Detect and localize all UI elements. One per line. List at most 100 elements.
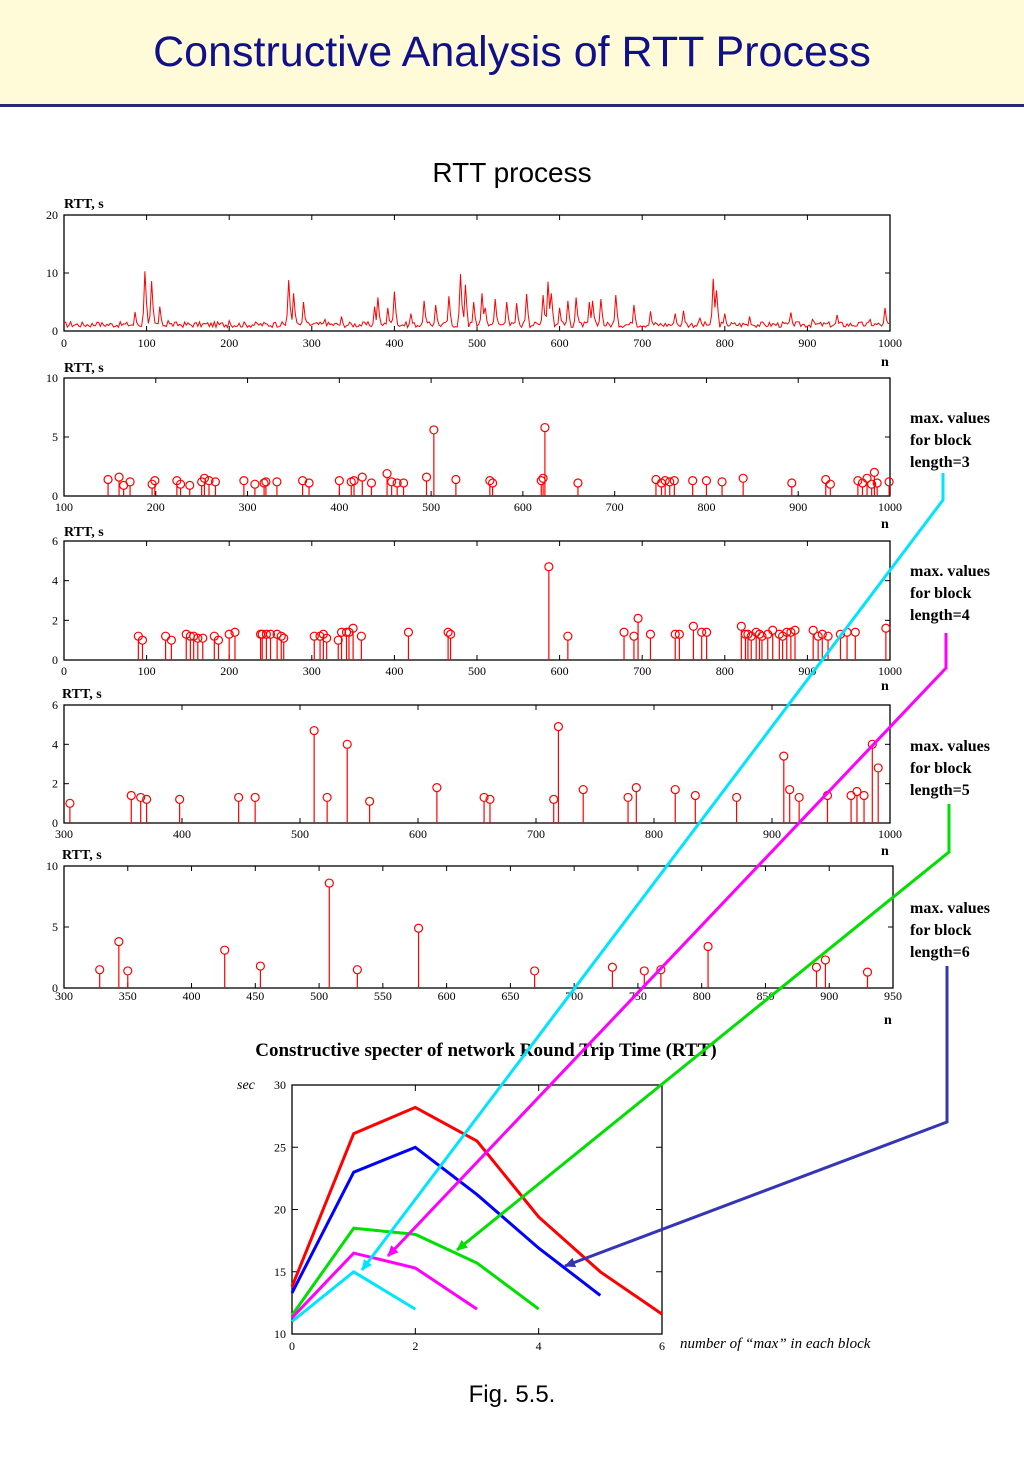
y-axis-label: RTT, s	[62, 687, 102, 702]
max-value-marker	[210, 477, 221, 487]
max-value-marker	[261, 629, 271, 639]
max-value-marker	[250, 792, 260, 803]
max-value-marker	[867, 479, 877, 489]
max-value-marker	[873, 763, 883, 773]
max-value-marker	[701, 476, 712, 486]
plot-frame	[63, 540, 891, 661]
max-value-marker	[204, 476, 214, 486]
max-value-marker	[255, 961, 266, 971]
x-tick-label: 300	[55, 989, 73, 1003]
max-value-marker	[862, 473, 872, 483]
x-tick-label: 700	[606, 500, 624, 514]
x-tick-label: 800	[645, 827, 663, 841]
max-value-marker	[846, 790, 856, 801]
annotation-line: for block	[910, 432, 972, 449]
y-axis-label: RTT, s	[64, 197, 104, 212]
x-tick-label: 300	[303, 336, 321, 350]
max-value-marker	[623, 792, 633, 803]
max-value-marker	[443, 627, 453, 637]
max-value-marker	[820, 955, 831, 965]
max-value-marker	[656, 965, 666, 975]
arrow-length-3	[360, 473, 945, 1271]
max-value-marker	[403, 627, 414, 637]
max-value-marker	[485, 794, 495, 805]
max-value-marker	[731, 792, 742, 803]
x-tick-label: 400	[183, 989, 201, 1003]
max-value-marker	[445, 629, 456, 639]
plot-frame	[63, 377, 891, 497]
x-tick-label: 100	[138, 336, 156, 350]
y-tick-label: 10	[274, 1327, 286, 1341]
max-value-marker	[544, 562, 554, 572]
max-value-marker	[808, 625, 818, 635]
plot-frame	[63, 704, 891, 824]
max-value-marker	[298, 476, 308, 486]
max-value-marker	[817, 629, 827, 639]
max-value-marker	[150, 476, 160, 486]
max-value-marker	[114, 472, 124, 482]
max-value-marker	[451, 474, 461, 485]
annotation-line: max. values	[910, 563, 990, 580]
x-tick-label: 900	[820, 989, 838, 1003]
max-value-marker	[549, 794, 559, 805]
max-value-marker	[349, 476, 359, 486]
specter-series-line-3	[290, 1226, 540, 1317]
max-value-marker	[334, 476, 344, 486]
max-value-marker	[862, 967, 873, 977]
max-value-marker	[825, 479, 835, 489]
slide-header: Constructive Analysis of RTT Process	[0, 0, 1024, 107]
max-value-marker	[717, 477, 727, 487]
x-tick-label: 950	[884, 989, 902, 1003]
max-value-marker	[785, 784, 795, 795]
y-tick-label: 25	[274, 1140, 286, 1154]
max-value-marker	[199, 473, 210, 483]
max-value-marker	[365, 796, 375, 806]
specter-series-line-1	[290, 1105, 663, 1316]
max-value-marker	[674, 629, 684, 639]
max-value-marker	[538, 473, 548, 483]
max-value-marker	[536, 476, 546, 486]
max-value-marker	[342, 739, 352, 749]
x-tick-label: 200	[220, 336, 238, 350]
x-tick-label: 500	[468, 664, 486, 678]
max-value-marker	[429, 425, 439, 435]
max-value-marker	[488, 478, 498, 488]
max-value-marker	[787, 478, 797, 488]
rtt-panel-4: 0 2 4 6 300 400 500 600 700 800 900 1000 RTT, s n	[52, 687, 902, 859]
x-tick-label: 0	[61, 664, 67, 678]
max-value-marker	[578, 784, 588, 795]
max-value-marker	[95, 965, 105, 975]
max-value-marker	[697, 627, 707, 637]
specter-chart: Constructive specter of network Round Tr…	[237, 1040, 871, 1353]
x-tick-label: 800	[693, 989, 711, 1003]
x-tick-label: 400	[385, 664, 403, 678]
max-value-marker	[279, 633, 289, 643]
rtt-panel-2: 0 5 10 100 200 300 400 500 600 700 800 900 1000 RTT, …	[46, 361, 902, 532]
max-value-marker	[563, 631, 573, 641]
specter-series-line-4	[290, 1251, 478, 1319]
x-tick-label: 100	[138, 664, 156, 678]
max-value-marker	[631, 782, 641, 793]
max-value-marker	[333, 635, 343, 645]
x-tick-label: 350	[119, 989, 137, 1003]
x-tick-label: 600	[514, 500, 532, 514]
max-value-marker	[392, 478, 402, 488]
specter-title: Constructive specter of network Round Tr…	[255, 1040, 716, 1061]
max-value-marker	[230, 627, 240, 637]
y-axis-label: RTT, s	[64, 361, 104, 376]
annotation-line: max. values	[910, 738, 990, 755]
x-tick-label: 1000	[878, 827, 902, 841]
max-value-marker	[530, 966, 540, 976]
annotation-block-3: max. values for block length=3	[910, 410, 990, 471]
max-value-marker	[867, 739, 877, 749]
max-value-marker	[573, 478, 583, 488]
plot-frame	[291, 1084, 663, 1335]
max-value-marker	[779, 751, 789, 761]
annotation-line: length=3	[910, 454, 970, 471]
max-value-marker	[619, 627, 629, 637]
max-value-marker	[738, 473, 748, 483]
x-tick-label: 900	[789, 500, 807, 514]
